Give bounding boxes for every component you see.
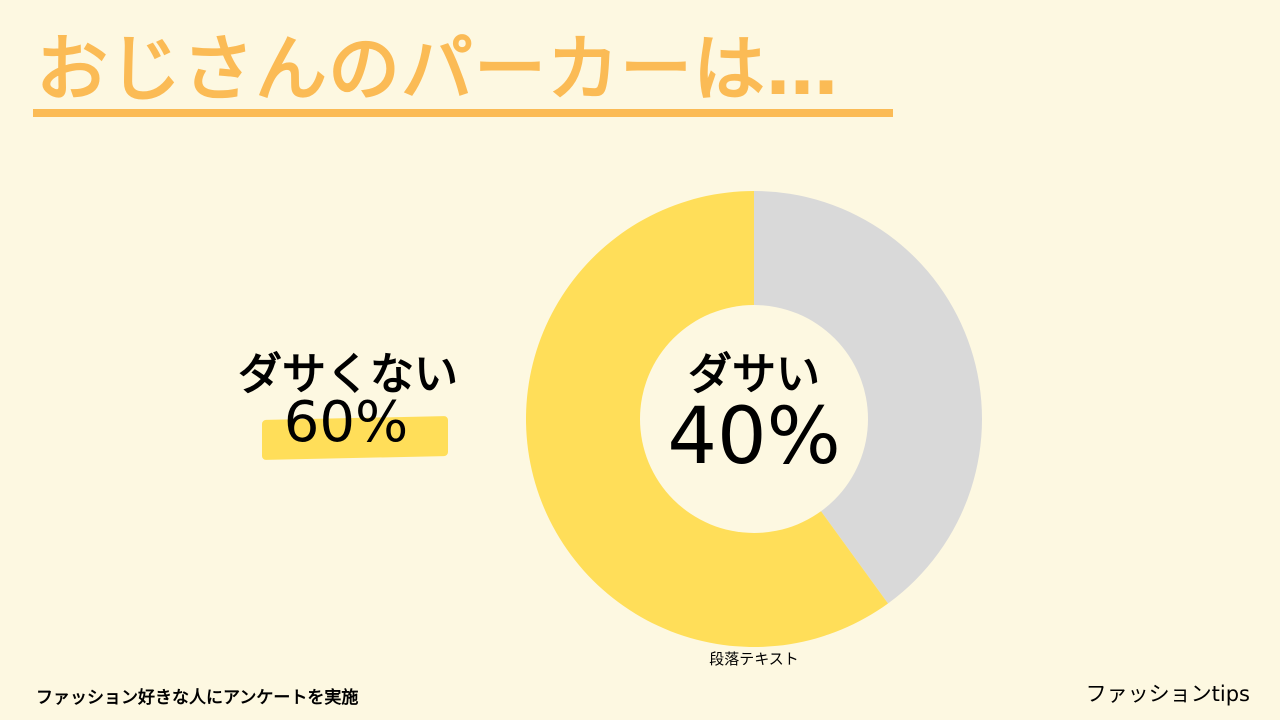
survey-note: ファッション好きな人にアンケートを実施 xyxy=(36,688,359,708)
slice-value-not-uncool: 60% xyxy=(283,390,409,455)
donut-slice-uncool xyxy=(754,191,983,604)
page-title: おじさんのパーカーは… xyxy=(36,27,840,111)
donut-hole xyxy=(640,305,868,533)
brand-name: ファッションtips xyxy=(1085,682,1250,706)
chart-caption: 段落テキスト xyxy=(709,650,799,668)
slice-value-uncool: 40% xyxy=(667,392,841,482)
slice-label-not-uncool: ダサくない xyxy=(238,349,458,400)
slice-label-uncool: ダサい xyxy=(688,349,820,400)
title-underline xyxy=(33,109,893,117)
